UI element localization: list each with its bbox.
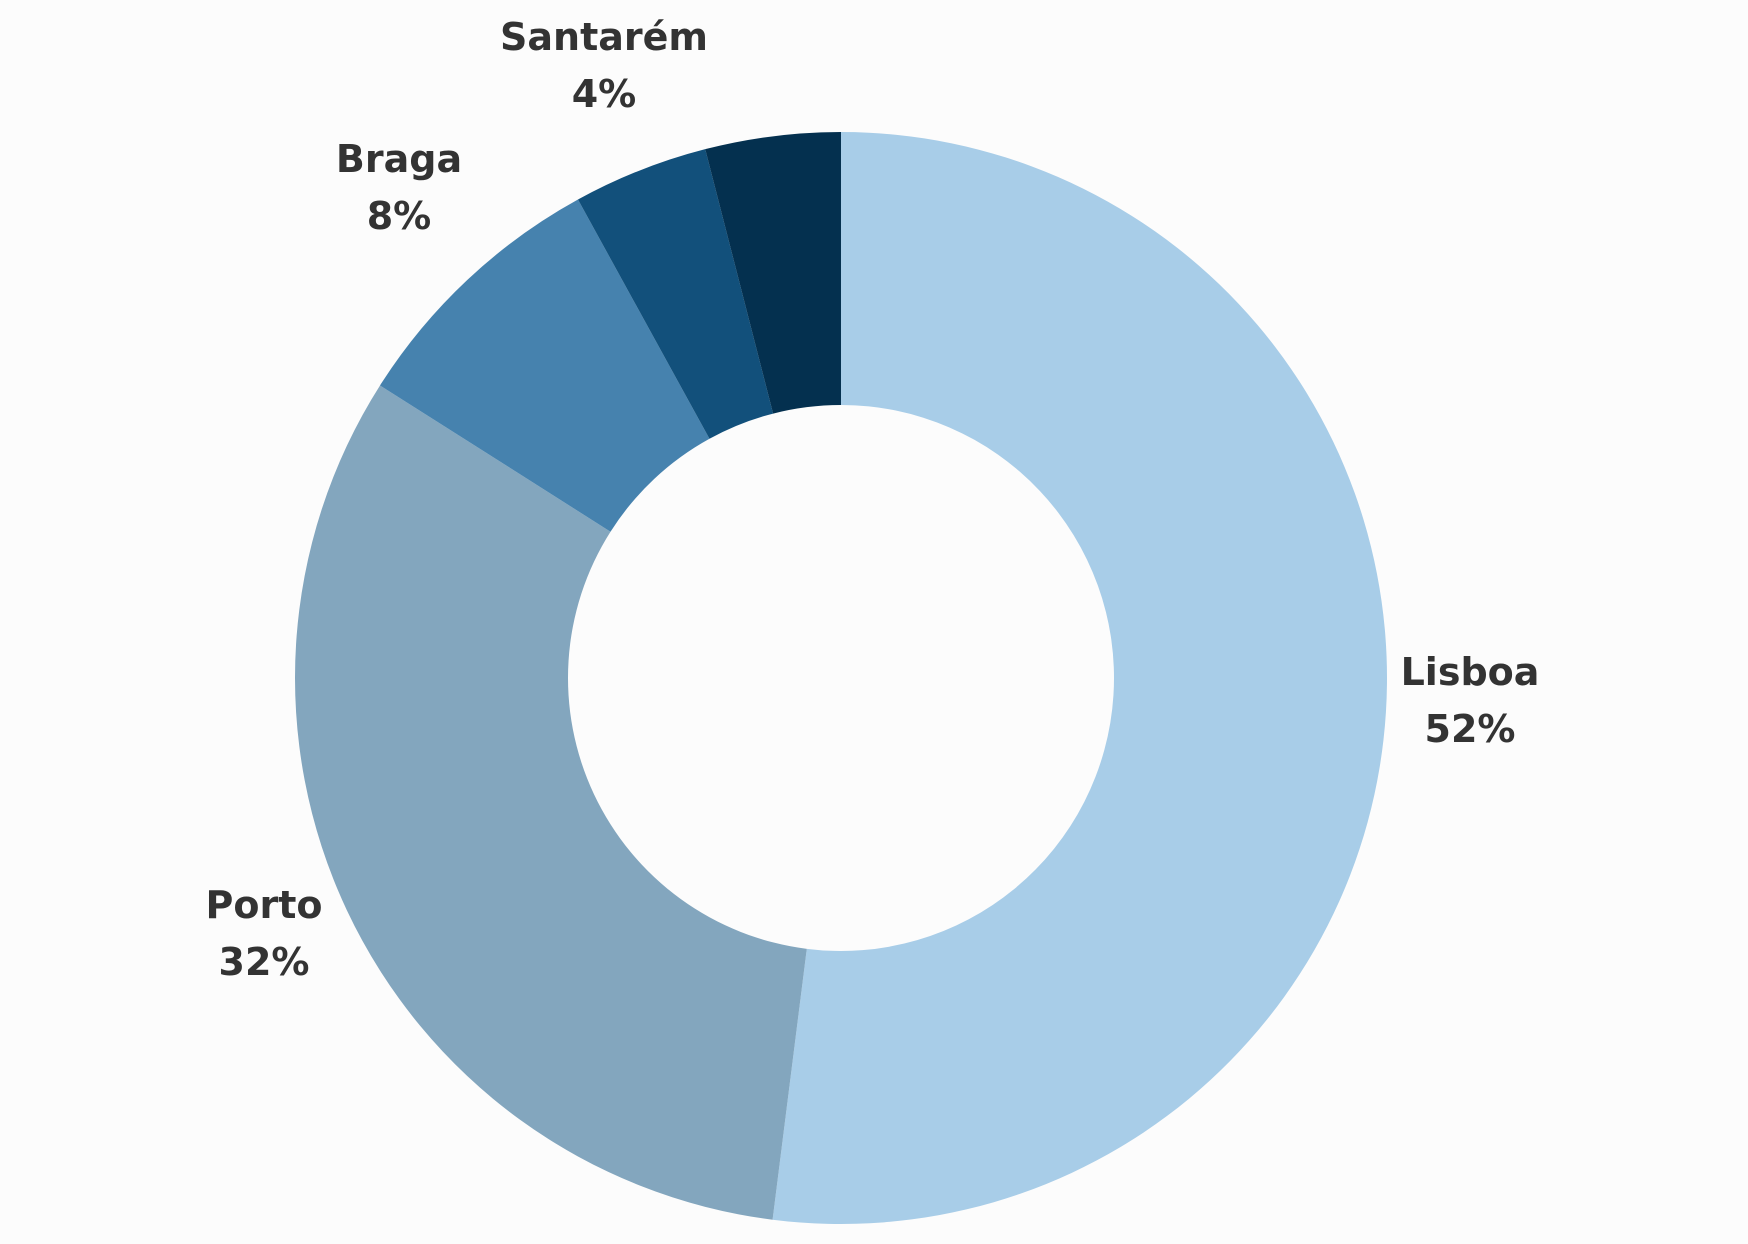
- slice-value-label: 8%: [367, 194, 432, 238]
- slices-layer: [295, 132, 1387, 1224]
- slice-label: Lisboa: [1401, 650, 1540, 694]
- slice-porto: [295, 385, 807, 1220]
- slice-value-label: 52%: [1425, 707, 1516, 751]
- slice-santarém: [577, 149, 774, 439]
- slice-value-label: 4%: [572, 72, 637, 116]
- slice-label: Braga: [336, 137, 462, 181]
- slice-label: Santarém: [500, 15, 708, 59]
- slice-lisboa: [772, 132, 1387, 1224]
- slice-value-label: 32%: [219, 940, 310, 984]
- slice-braga: [379, 199, 710, 532]
- slice-label: Porto: [206, 883, 323, 927]
- slice-unlabeled: [705, 132, 841, 414]
- labels-layer: Lisboa 52% Porto 32% Braga 8% Santarém 4%: [206, 15, 1540, 984]
